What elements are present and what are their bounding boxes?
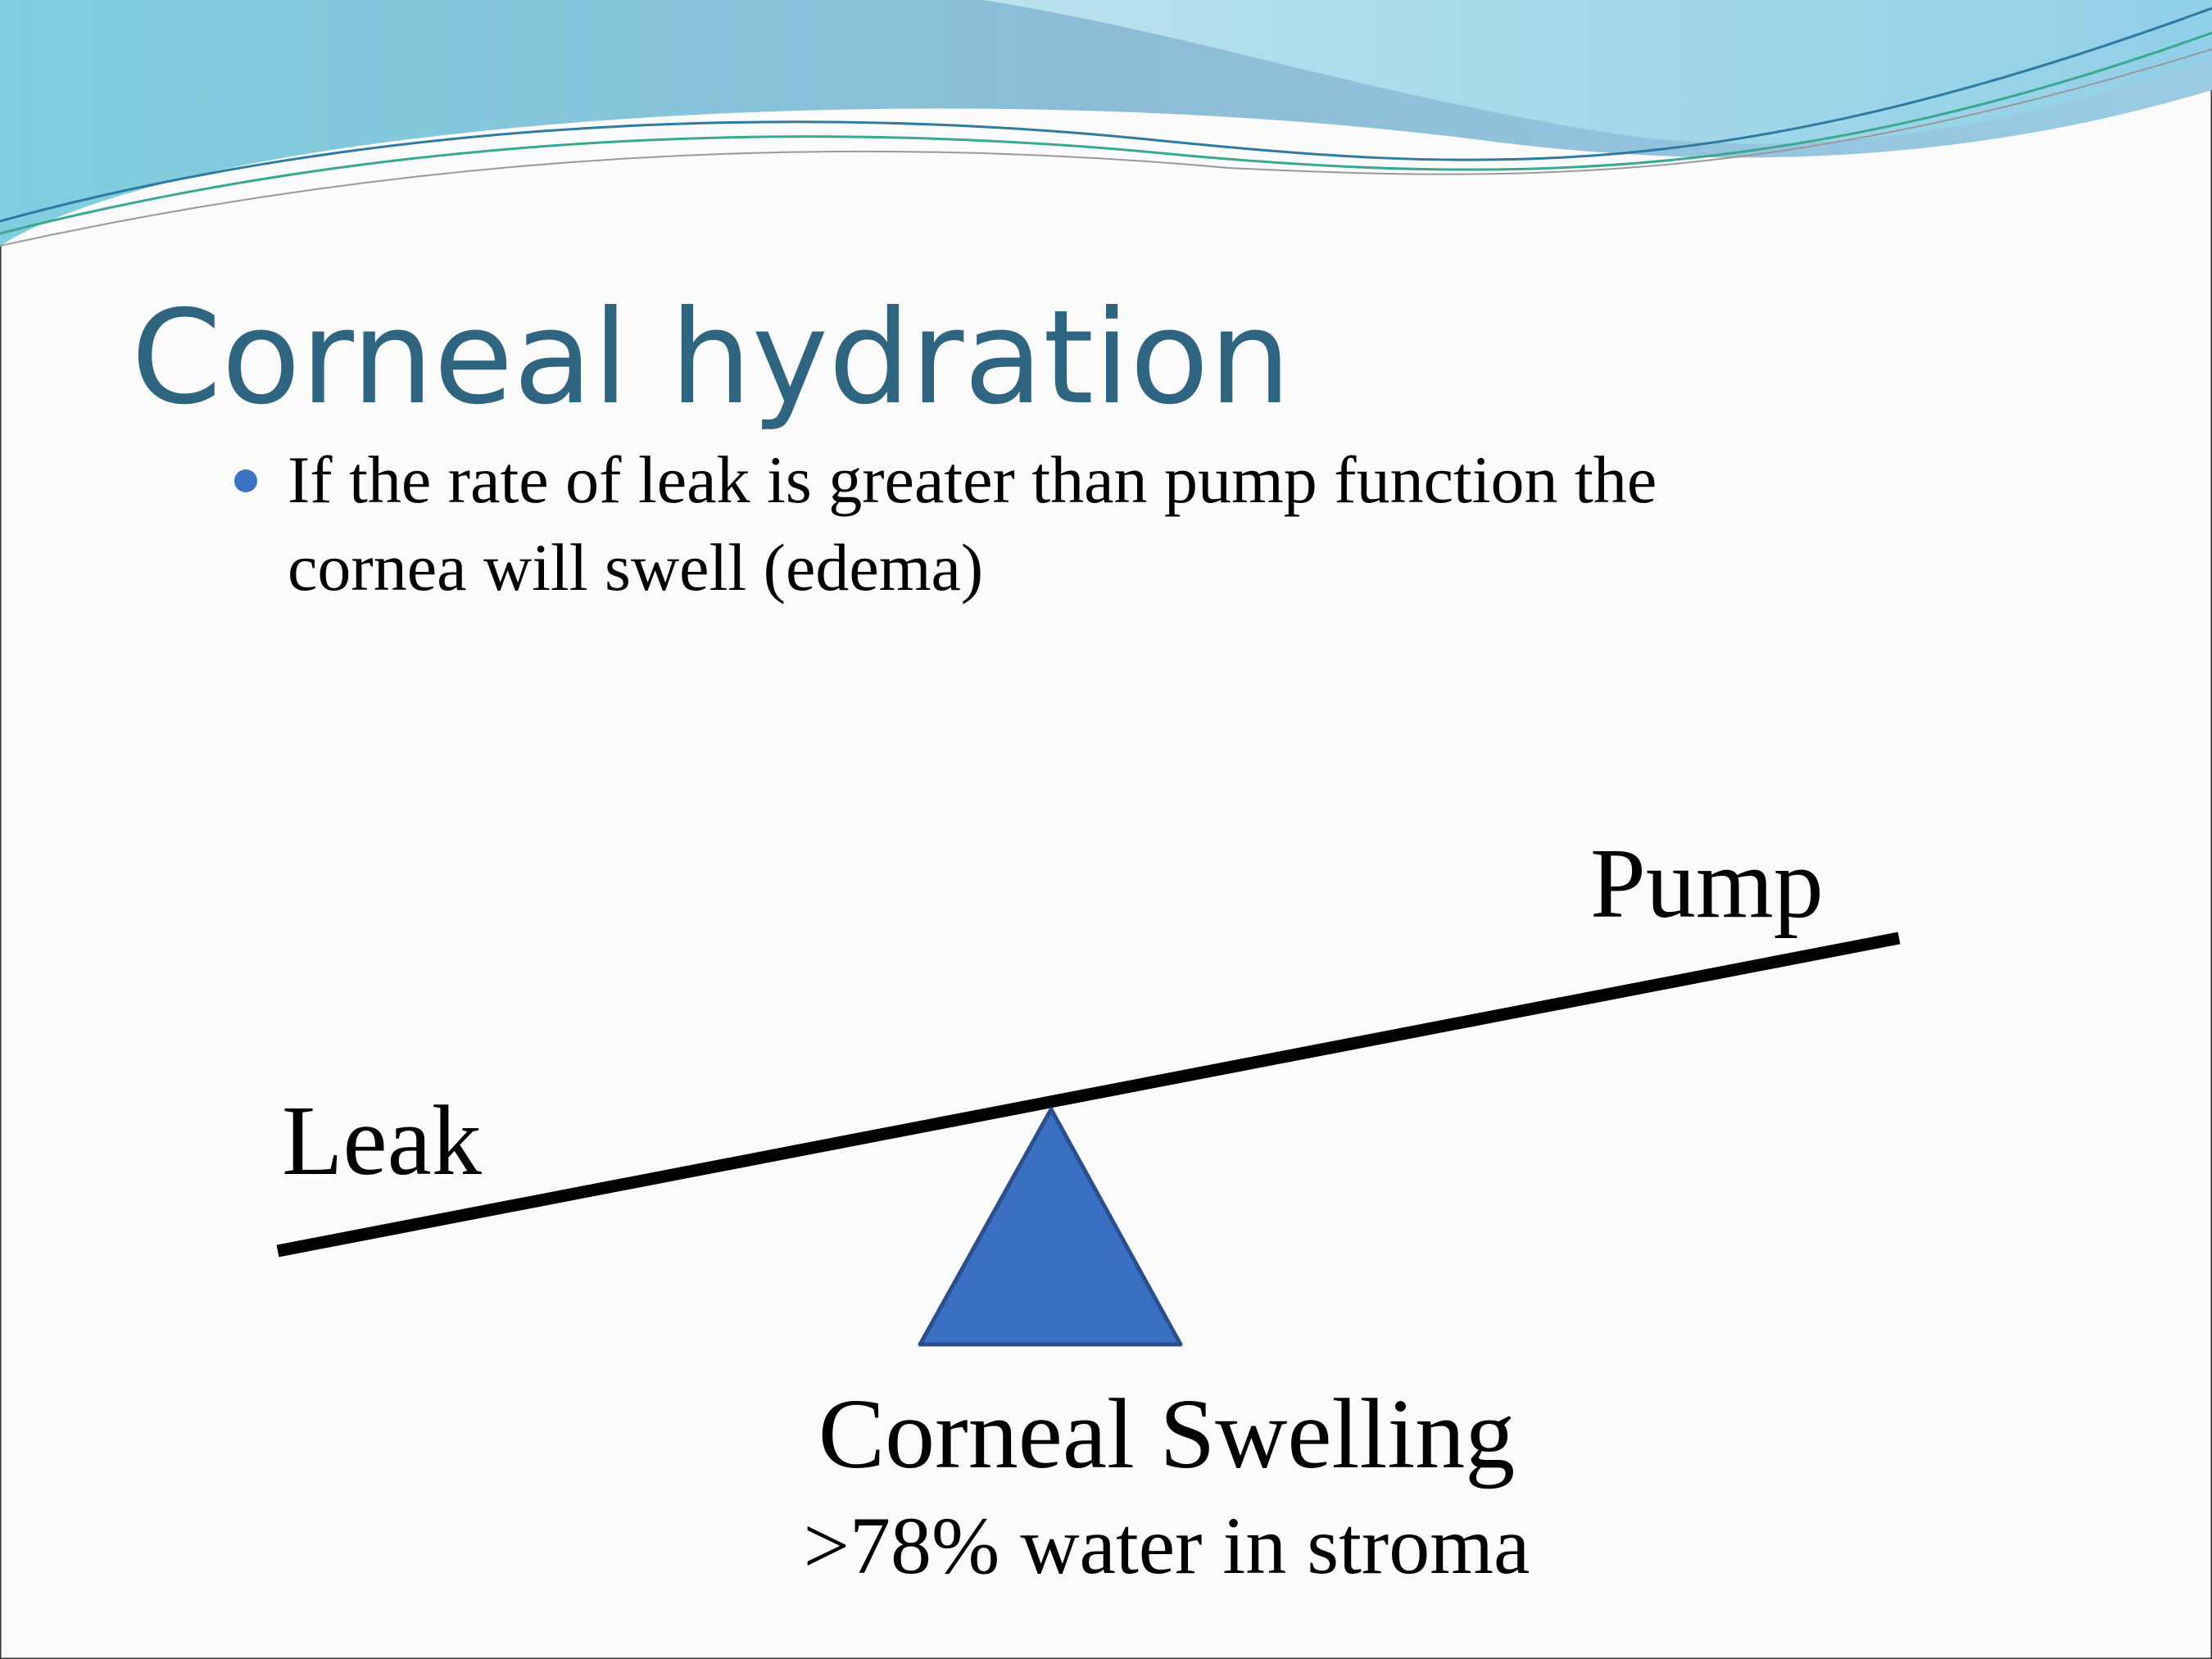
caption: Corneal Swelling: [818, 1379, 1516, 1489]
wave-line: [0, 31, 2212, 235]
wave-line: [0, 7, 2212, 223]
bullet-text: If the rate of leak is greater than pump…: [288, 442, 1657, 517]
leak-label: Leak: [282, 1086, 482, 1196]
seesaw-beam: [276, 931, 1901, 1258]
header-wave: [0, 0, 2212, 247]
pump-label: Pump: [1590, 828, 1824, 939]
bullet-dot: [234, 469, 257, 492]
slide-title: Corneal hydration: [131, 283, 1291, 433]
wave-front: [983, 0, 2212, 144]
bullet-text: cornea will swell (edema): [288, 530, 983, 605]
subcaption: >78% water in stroma: [804, 1500, 1530, 1591]
fulcrum: [918, 1107, 1183, 1347]
wave-line: [0, 48, 2212, 247]
